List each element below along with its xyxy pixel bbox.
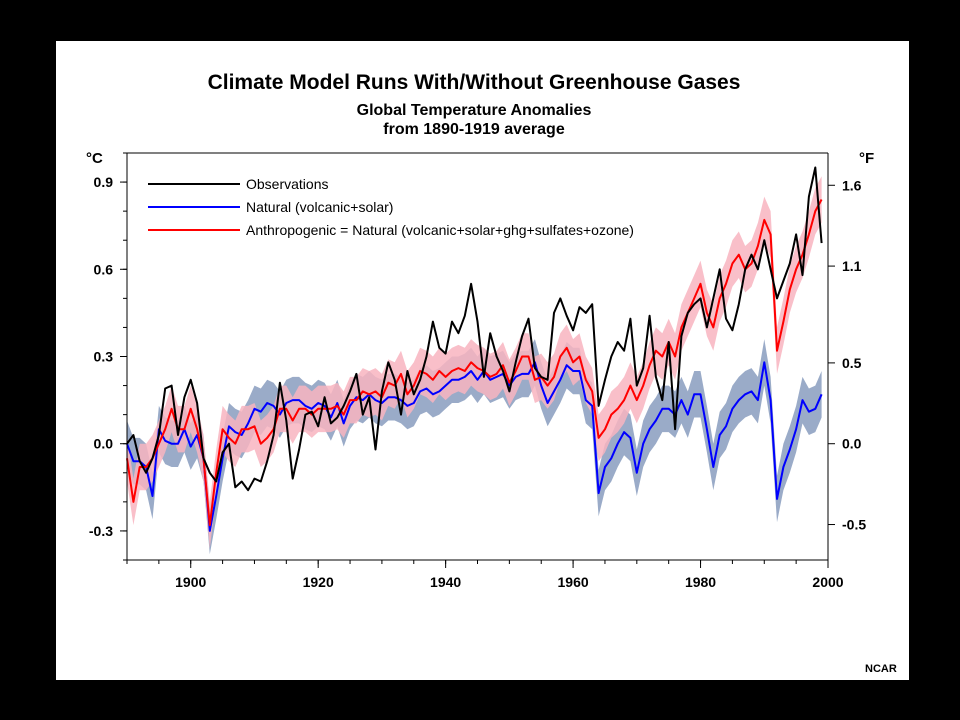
legend-label-1: Natural (volcanic+solar) (246, 199, 393, 215)
series-line-2 (126, 199, 823, 527)
chart: Climate Model Runs With/Without Greenhou… (86, 71, 897, 675)
x-tick-label: 2000 (812, 574, 843, 590)
series-line-0 (126, 166, 823, 492)
y-right-tick-label: 0.5 (842, 355, 862, 371)
x-tick-label: 1940 (430, 574, 461, 590)
y-right-tick-label: 0.0 (842, 436, 862, 452)
chart-title: Climate Model Runs With/Without Greenhou… (208, 71, 741, 94)
series-line-1 (126, 361, 823, 532)
y-left-tick-label: 0.6 (94, 261, 114, 277)
y-right-tick-label: 1.6 (842, 177, 862, 193)
y-right-tick-label: 1.1 (842, 258, 862, 274)
x-tick-label: 1900 (175, 574, 206, 590)
legend: Observations Natural (volcanic+solar) Anth… (148, 176, 634, 238)
y-left-tick-label: 0.3 (94, 349, 114, 365)
y-right-tick-label: -0.5 (842, 517, 866, 533)
chart-subtitle-line2: from 1890-1919 average (383, 121, 565, 138)
series-lines (126, 166, 823, 532)
y-left-tick-label: 0.9 (94, 174, 114, 190)
x-tick-label: 1980 (685, 574, 716, 590)
band-1 (127, 176, 822, 549)
credit-label: NCAR (865, 663, 897, 675)
legend-label-2: Anthropogenic = Natural (volcanic+solar+… (246, 222, 634, 238)
y-left-tick-label: 0.0 (94, 436, 114, 452)
chart-panel: Climate Model Runs With/Without Greenhou… (56, 41, 909, 680)
legend-label-0: Observations (246, 176, 328, 192)
y-axis-left-unit: °C (86, 150, 103, 167)
uncertainty-bands (127, 176, 822, 555)
x-tick-label: 1920 (303, 574, 334, 590)
chart-subtitle-line1: Global Temperature Anomalies (357, 102, 592, 119)
x-tick-label: 1960 (558, 574, 589, 590)
y-axis-right-unit: °F (859, 150, 874, 167)
tick-labels: 1900 1920 1940 1960 1980 2000 0.9 0.6 0.3 0.0 -0.3… (89, 152, 866, 590)
y-left-tick-label: -0.3 (89, 523, 113, 539)
